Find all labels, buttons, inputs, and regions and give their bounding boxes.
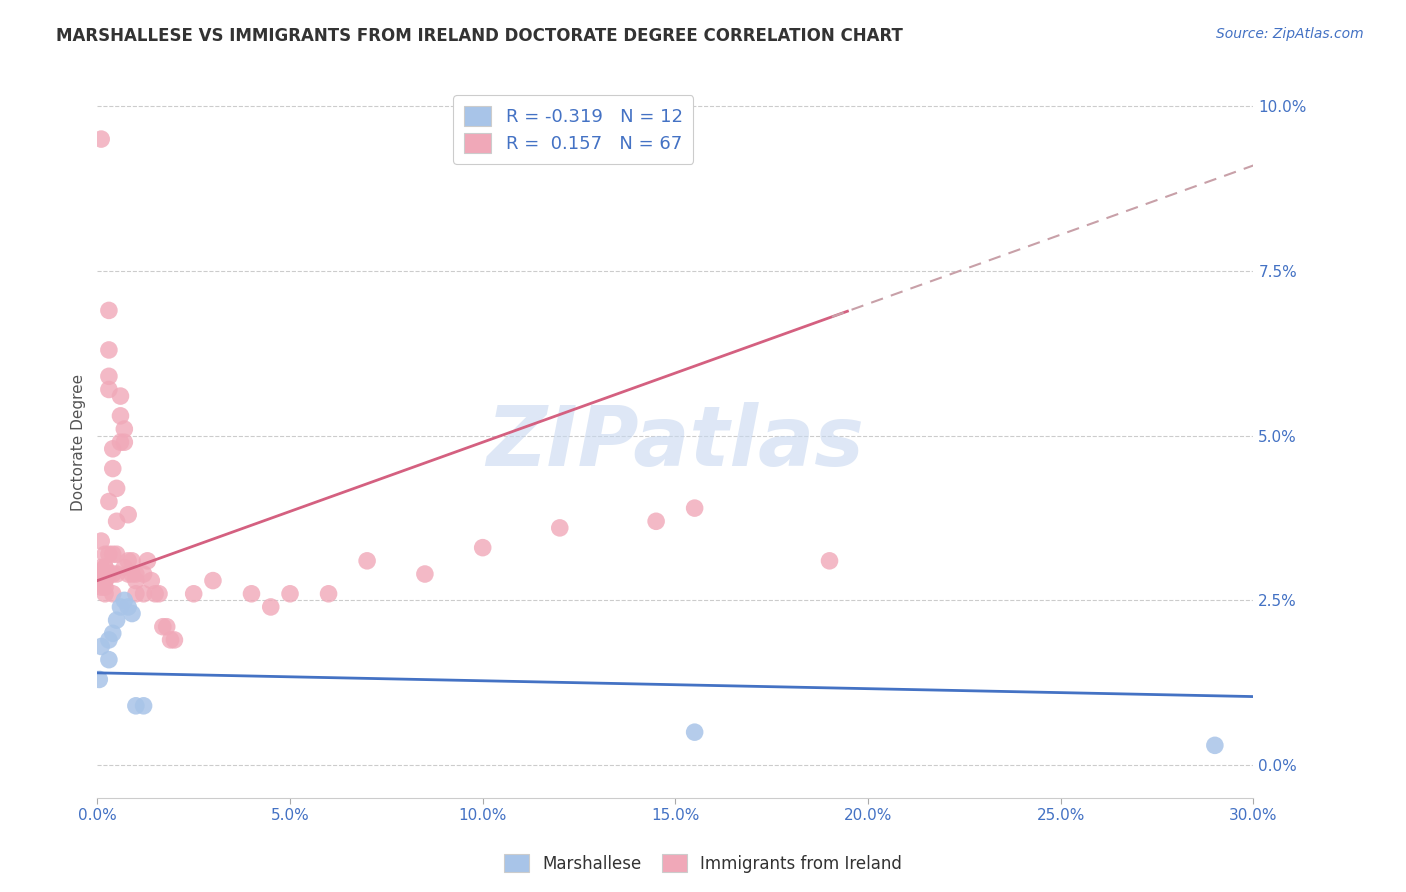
Point xyxy=(97,383,120,397)
Point xyxy=(101,547,124,561)
Point xyxy=(101,626,124,640)
Point xyxy=(159,632,181,647)
Point xyxy=(112,435,135,450)
Point xyxy=(183,587,205,601)
Point xyxy=(110,409,132,423)
Point xyxy=(125,698,148,713)
Point xyxy=(105,567,128,582)
Point xyxy=(90,580,112,594)
Point xyxy=(94,547,117,561)
Point xyxy=(141,574,163,588)
Point xyxy=(152,620,174,634)
Point xyxy=(101,442,124,456)
Point xyxy=(90,567,112,582)
Point xyxy=(201,574,224,588)
Point xyxy=(97,303,120,318)
Point xyxy=(94,580,117,594)
Point xyxy=(260,599,283,614)
Point xyxy=(645,514,668,528)
Point xyxy=(683,725,706,739)
Point xyxy=(97,632,120,647)
Point xyxy=(683,501,706,516)
Point xyxy=(97,547,120,561)
Point xyxy=(105,514,128,528)
Point xyxy=(132,587,155,601)
Point xyxy=(121,567,143,582)
Point xyxy=(110,599,132,614)
Point xyxy=(818,554,841,568)
Point xyxy=(90,640,112,654)
Point xyxy=(156,620,179,634)
Point xyxy=(125,567,148,582)
Point xyxy=(94,574,117,588)
Point xyxy=(105,481,128,495)
Point xyxy=(105,547,128,561)
Point xyxy=(105,613,128,627)
Point xyxy=(1204,739,1226,753)
Point xyxy=(89,673,111,687)
Point xyxy=(112,593,135,607)
Point xyxy=(132,567,155,582)
Point xyxy=(318,587,340,601)
Point xyxy=(132,698,155,713)
Point xyxy=(278,587,301,601)
Point xyxy=(97,494,120,508)
Point xyxy=(112,422,135,436)
Point xyxy=(94,560,117,574)
Point xyxy=(101,567,124,582)
Text: MARSHALLESE VS IMMIGRANTS FROM IRELAND DOCTORATE DEGREE CORRELATION CHART: MARSHALLESE VS IMMIGRANTS FROM IRELAND D… xyxy=(56,27,903,45)
Point xyxy=(94,574,117,588)
Point xyxy=(356,554,378,568)
Point xyxy=(97,343,120,357)
Point xyxy=(163,632,186,647)
Point xyxy=(125,574,148,588)
Point xyxy=(94,587,117,601)
Point xyxy=(94,567,117,582)
Point xyxy=(117,567,139,582)
Point xyxy=(94,560,117,574)
Text: ZIPatlas: ZIPatlas xyxy=(486,401,865,483)
Point xyxy=(110,389,132,403)
Point xyxy=(117,599,139,614)
Legend: Marshallese, Immigrants from Ireland: Marshallese, Immigrants from Ireland xyxy=(498,847,908,880)
Y-axis label: Doctorate Degree: Doctorate Degree xyxy=(72,374,86,511)
Point xyxy=(240,587,263,601)
Point xyxy=(143,587,166,601)
Point xyxy=(117,508,139,522)
Point xyxy=(110,435,132,450)
Point xyxy=(97,369,120,384)
Point xyxy=(112,560,135,574)
Point xyxy=(121,607,143,621)
Point xyxy=(136,554,159,568)
Text: Source: ZipAtlas.com: Source: ZipAtlas.com xyxy=(1216,27,1364,41)
Point xyxy=(101,587,124,601)
Point xyxy=(148,587,170,601)
Point xyxy=(90,132,112,146)
Point xyxy=(97,653,120,667)
Point xyxy=(548,521,571,535)
Point xyxy=(97,567,120,582)
Point xyxy=(90,560,112,574)
Legend: R = -0.319   N = 12, R =  0.157   N = 67: R = -0.319 N = 12, R = 0.157 N = 67 xyxy=(453,95,693,164)
Point xyxy=(90,534,112,549)
Point xyxy=(413,567,436,582)
Point xyxy=(125,587,148,601)
Point xyxy=(121,554,143,568)
Point xyxy=(117,554,139,568)
Point xyxy=(471,541,494,555)
Point xyxy=(101,461,124,475)
Point xyxy=(90,574,112,588)
